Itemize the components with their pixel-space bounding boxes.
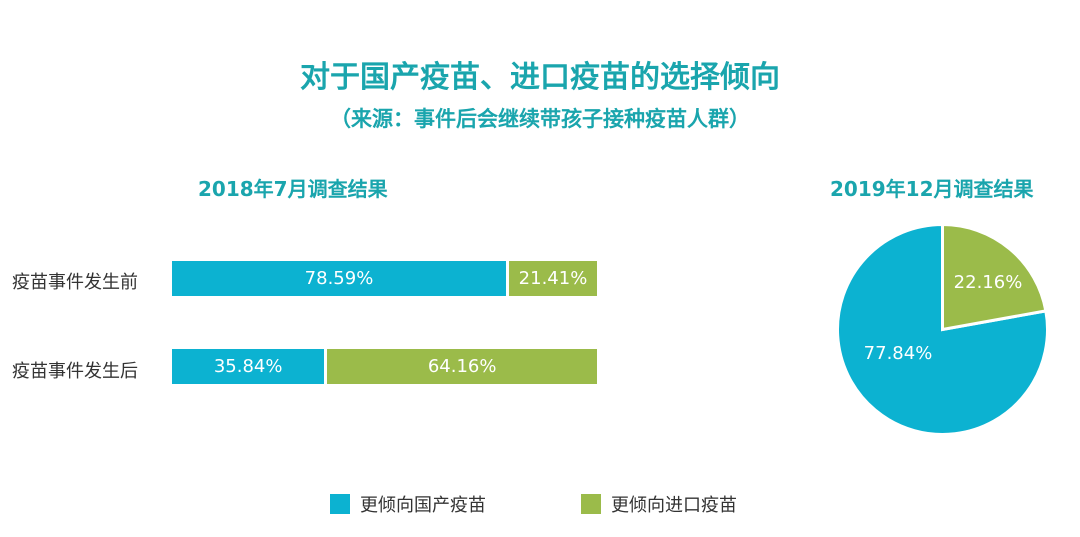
bar-after-domestic: 35.84%	[172, 349, 325, 384]
bar-before-imported: 21.41%	[509, 261, 597, 296]
bar-value-label: 64.16%	[427, 356, 497, 377]
legend-swatch-domestic	[330, 494, 350, 514]
bar-value-label: 78.59%	[304, 268, 374, 289]
pie-panel-title: 2019年12月调查结果	[830, 177, 1034, 201]
bar-value-label: 21.41%	[518, 268, 588, 289]
bar-value-label: 35.84%	[213, 356, 283, 377]
pie-label-imported: 22.16%	[954, 272, 1023, 293]
bar-after-imported: 64.16%	[327, 349, 597, 384]
bar-category-label-after: 疫苗事件发生后	[12, 361, 138, 382]
legend-label-imported: 更倾向进口疫苗	[611, 495, 737, 516]
legend-item-domestic: 更倾向国产疫苗	[330, 491, 486, 517]
legend-swatch-imported	[581, 494, 601, 514]
chart-subtitle: （来源：事件后会继续带孩子接种疫苗人群）	[330, 107, 750, 131]
bar-panel-title: 2018年7月调查结果	[198, 177, 388, 201]
legend-item-imported: 更倾向进口疫苗	[581, 491, 737, 517]
bar-before-domestic: 78.59%	[172, 261, 506, 296]
chart-title: 对于国产疫苗、进口疫苗的选择倾向	[300, 60, 780, 95]
pie-label-domestic: 77.84%	[864, 343, 933, 364]
pie-chart: 77.84% 22.16%	[836, 222, 1049, 436]
legend-label-domestic: 更倾向国产疫苗	[360, 495, 486, 516]
pie-slice-imported	[941, 222, 1048, 332]
bar-category-label-before: 疫苗事件发生前	[12, 272, 138, 293]
pie-slice-domestic	[836, 222, 1049, 436]
